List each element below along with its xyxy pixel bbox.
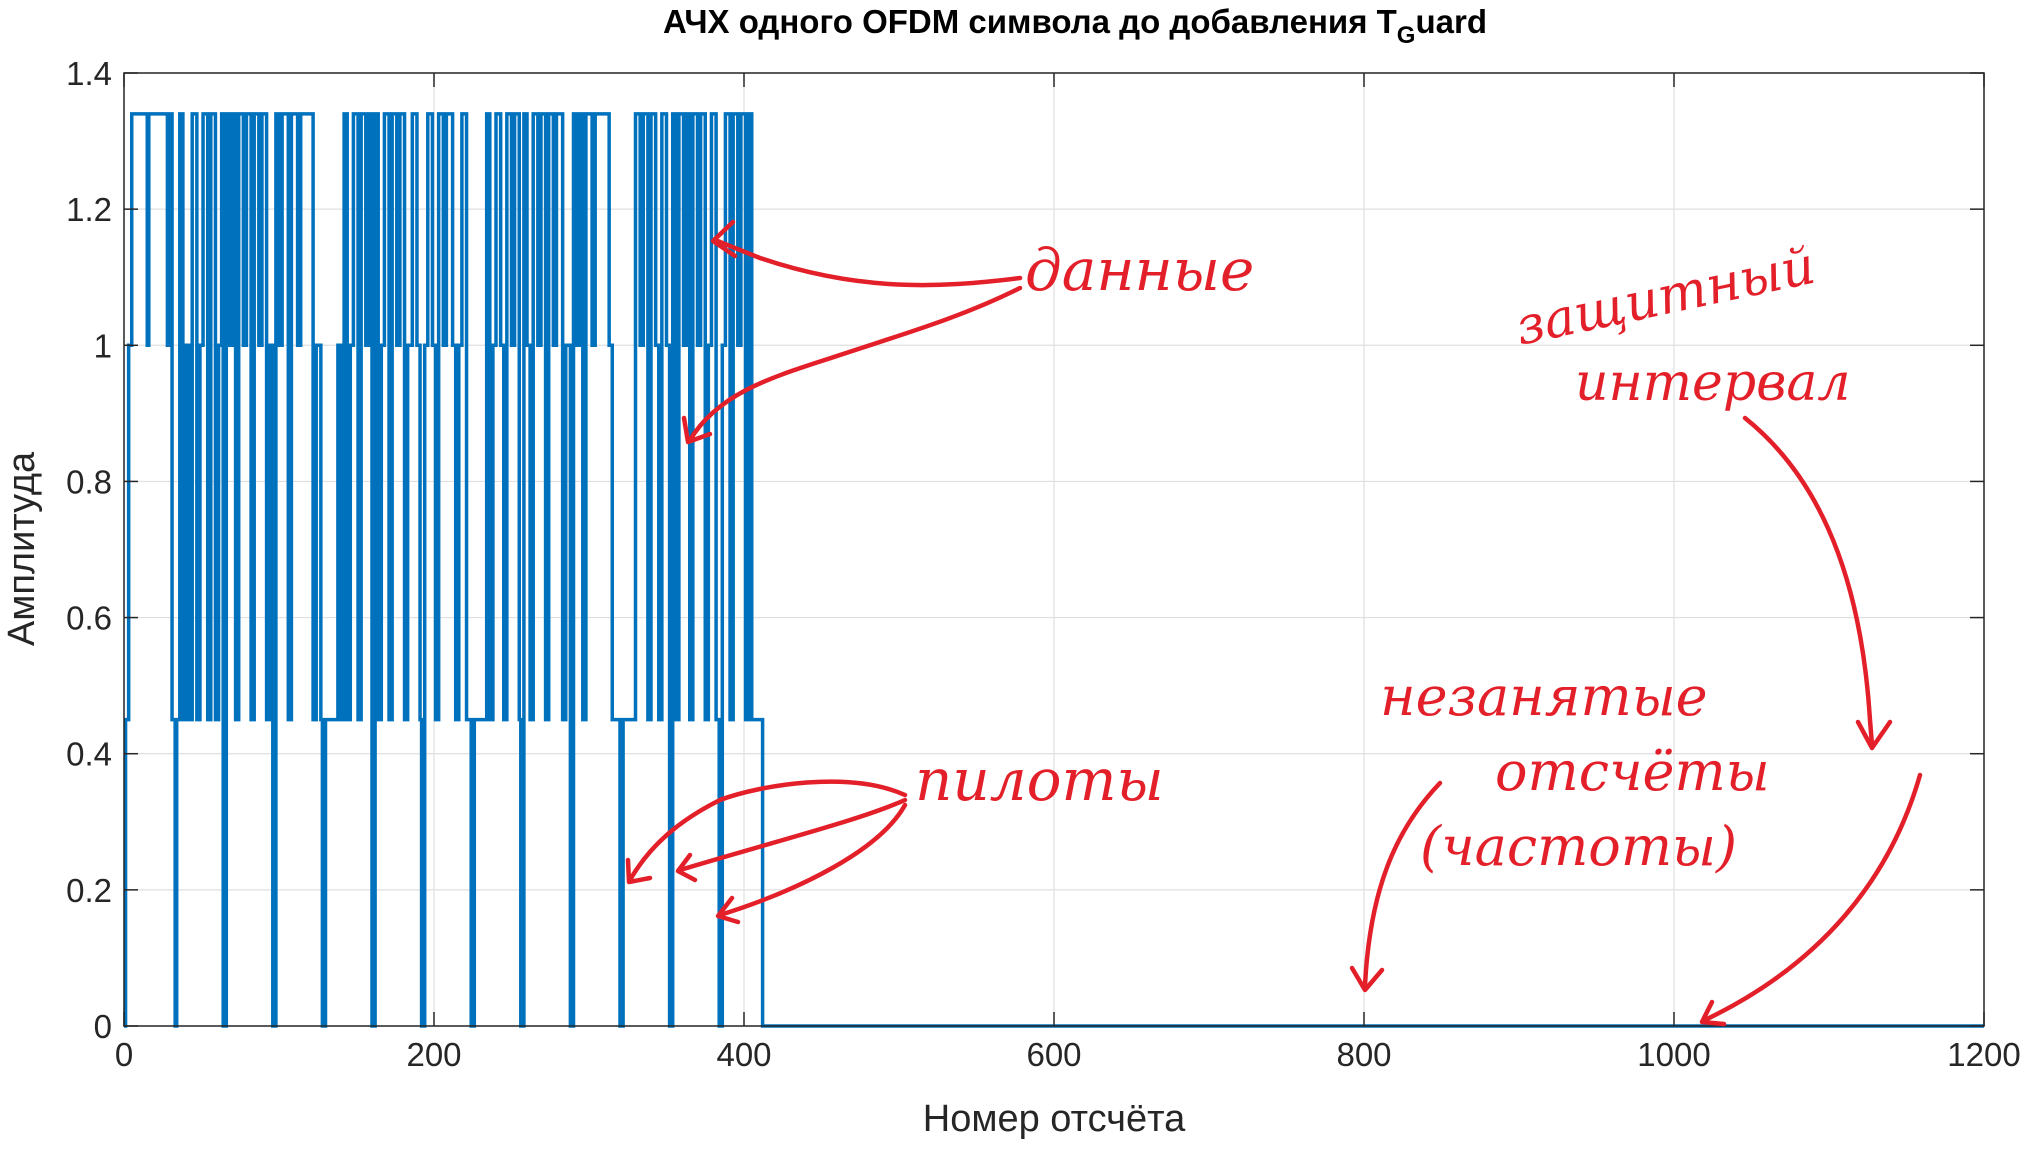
end-arrow	[1702, 772, 1923, 1023]
annotations	[625, 219, 1923, 1027]
annotation-unused-3: (частоты)	[1420, 815, 1737, 878]
annotation-unused-2: отсчёты	[1495, 740, 1770, 803]
x-tick-label: 1200	[1947, 1036, 2020, 1073]
x-axis-label: Номер отсчёта	[923, 1098, 1186, 1140]
y-tick-label: 0.6	[66, 600, 112, 637]
pilot-arrow-1	[627, 779, 908, 883]
y-tick-label: 1.4	[66, 55, 112, 92]
guard-arrow	[1742, 415, 1875, 748]
pilot-arrow-1-head	[625, 857, 653, 885]
unused-arrow-head	[1349, 965, 1385, 993]
x-tick-label: 200	[406, 1036, 461, 1073]
end-arrow-head	[1699, 999, 1727, 1027]
guard-arrow-head	[1855, 719, 1893, 751]
chart-title-subscript: G	[1397, 22, 1416, 49]
data-arrow-upper-head	[710, 219, 738, 259]
unused-arrow	[1362, 780, 1443, 988]
annotation-data: данные	[1025, 236, 1254, 304]
x-tick-label: 1000	[1637, 1036, 1710, 1073]
data-arrow-lower-head	[681, 415, 713, 445]
annotation-unused-1: незанятые	[1380, 665, 1708, 728]
y-tick-label: 0.4	[66, 736, 112, 773]
tick-marks: 0 200 400 600 800 1000 1200 0 0.2 0.4 0.6 0.8 1 1.2 1.…	[66, 55, 2021, 1073]
y-tick-label: 0.8	[66, 463, 112, 500]
x-tick-label: 600	[1026, 1036, 1081, 1073]
x-tick-label: 0	[115, 1036, 133, 1073]
y-tick-label: 1	[94, 327, 112, 364]
x-tick-label: 400	[716, 1036, 771, 1073]
y-tick-label: 0.2	[66, 872, 112, 909]
y-axis-label: Амплитуда	[1, 451, 43, 646]
pilot-arrow-2-head	[675, 852, 698, 883]
pilot-arrow-3-head	[715, 895, 741, 925]
y-tick-label: 1.2	[66, 191, 112, 228]
y-tick-label: 0	[94, 1008, 112, 1045]
annotation-guard-2: интервал	[1575, 353, 1851, 413]
series-line	[123, 112, 1984, 1028]
chart-title-suffix: uard	[1415, 3, 1487, 40]
pilot-arrow-3	[717, 802, 908, 918]
series-layer	[123, 112, 1984, 1028]
x-tick-label: 800	[1336, 1036, 1391, 1073]
data-arrow-lower	[687, 285, 1023, 443]
pilot-arrow-2	[677, 797, 908, 873]
data-arrow-upper	[712, 237, 1023, 288]
chart-title: АЧХ одного OFDM символа до добавления TG…	[663, 3, 1487, 49]
annotation-pilots: пилоты	[915, 746, 1164, 814]
